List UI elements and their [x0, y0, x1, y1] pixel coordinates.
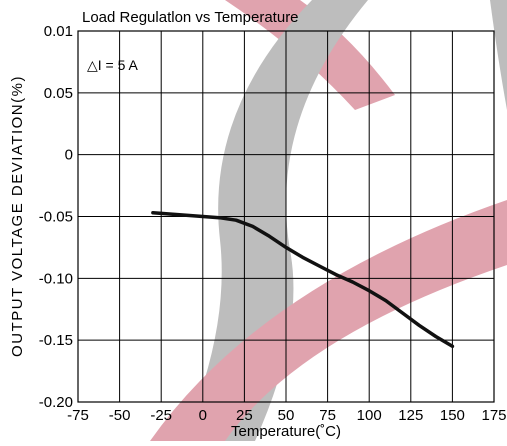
y-tick-label: 0.05 — [44, 85, 73, 102]
y-tick-labels: 0.01 0.05 0 -0.05 -0.10 -0.15 -0.20 — [39, 23, 73, 411]
y-tick-label: 0 — [65, 147, 73, 164]
grid — [78, 31, 494, 402]
delta-current-annotation: △I = 5 A — [87, 57, 139, 73]
x-tick-label: 50 — [278, 407, 295, 424]
x-tick-label: 100 — [357, 407, 382, 424]
y-tick-label: -0.05 — [39, 209, 73, 226]
chart-title: Load Regulatlon vs Temperature — [82, 9, 299, 26]
watermark-logo — [150, 0, 507, 441]
y-tick-label: -0.20 — [39, 394, 73, 411]
watermark-gray-swoosh — [182, 0, 368, 441]
x-tick-label: 150 — [440, 407, 465, 424]
x-tick-label: -50 — [109, 407, 131, 424]
watermark-red-swoosh — [150, 200, 507, 441]
x-tick-label: -25 — [150, 407, 172, 424]
x-tick-label: 0 — [199, 407, 207, 424]
y-tick-label: -0.15 — [39, 332, 73, 349]
x-tick-label: -75 — [67, 407, 89, 424]
x-tick-label: 25 — [236, 407, 253, 424]
x-tick-label: 125 — [398, 407, 423, 424]
series-line — [151, 211, 455, 349]
y-axis-label: OUTPUT VOLTAGE DEVIATION(%) — [9, 75, 26, 357]
x-axis-label: Temperature(˚C) — [231, 423, 341, 440]
x-tick-labels: -75 -50 -25 0 25 50 75 100 125 150 175 — [67, 407, 506, 424]
plot-frame — [77, 30, 495, 403]
x-tick-label: 175 — [481, 407, 506, 424]
x-tick-label: 75 — [319, 407, 336, 424]
y-tick-label: -0.10 — [39, 270, 73, 287]
y-tick-label: 0.01 — [44, 23, 73, 40]
watermark-gray-right — [490, 0, 507, 110]
